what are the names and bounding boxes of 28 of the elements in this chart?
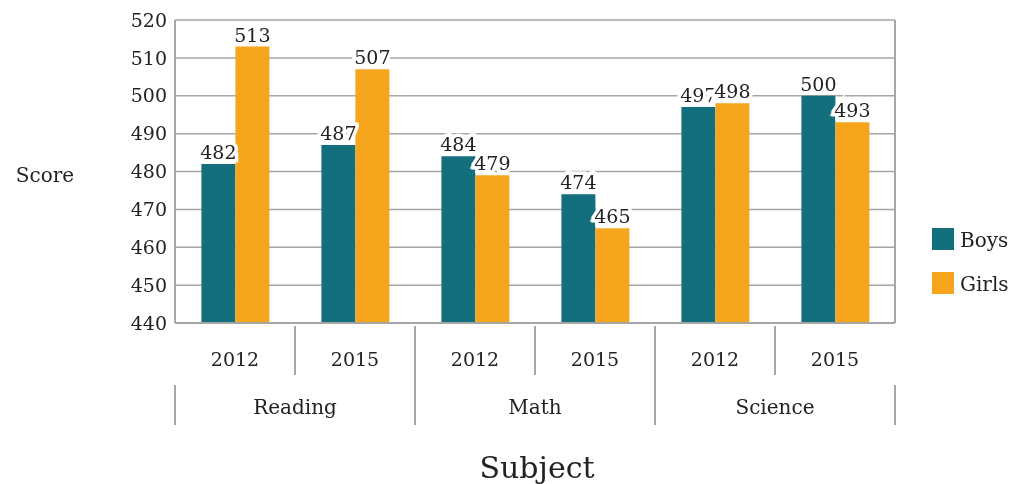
data-label: 474	[560, 171, 597, 194]
data-label: 500	[800, 72, 837, 95]
y-tick-label: 470	[130, 198, 167, 221]
y-tick-label: 510	[130, 46, 167, 69]
y-tick-label: 460	[130, 235, 167, 258]
x-tick-label: 2012	[450, 348, 500, 371]
y-tick-label: 440	[130, 311, 167, 334]
legend-label: Girls	[960, 272, 1009, 296]
text: Reading	[253, 395, 338, 419]
data-label: 507	[354, 46, 391, 69]
x-tick-label: 2015	[570, 348, 620, 371]
x-tick-label: 2015	[330, 348, 380, 371]
x-tick-label: 2012	[210, 348, 260, 371]
data-label: 484	[440, 133, 477, 156]
data-label: 482	[200, 140, 237, 163]
text: Math	[508, 395, 562, 419]
y-tick-label: 500	[130, 84, 167, 107]
y-tick-label: 520	[130, 8, 167, 31]
y-tick-label: 490	[130, 122, 167, 145]
x-tick-label: 2012	[690, 348, 740, 371]
y-tick-label: 480	[130, 160, 167, 183]
x-axis-title: Subject	[479, 450, 595, 484]
data-label: 513	[234, 23, 271, 46]
y-tick-label: 450	[130, 273, 167, 296]
text: Science	[735, 395, 815, 419]
x-tick-label: 2015	[810, 348, 860, 371]
y-axis-title: Score	[15, 163, 75, 187]
legend-label: Boys	[960, 228, 1009, 252]
